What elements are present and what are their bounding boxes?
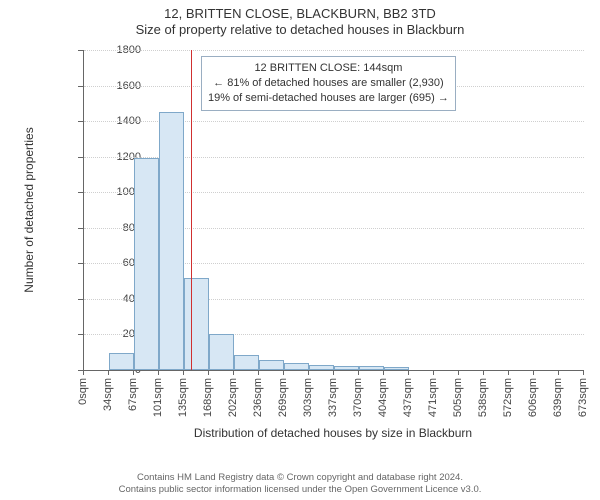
histogram-bar [234, 355, 259, 370]
xtick-mark [508, 370, 509, 375]
xtick-label: 303sqm [302, 378, 314, 417]
xtick-label: 505sqm [452, 378, 464, 417]
xtick-label: 370sqm [352, 378, 364, 417]
histogram-bar [334, 366, 359, 370]
xtick-label: 538sqm [477, 378, 489, 417]
xtick-mark [108, 370, 109, 375]
info-line1: 12 BRITTEN CLOSE: 144sqm [208, 61, 449, 76]
histogram-bar [384, 367, 409, 370]
xtick-mark [83, 370, 84, 375]
footer-line2: Contains public sector information licen… [0, 484, 600, 496]
xtick-mark [258, 370, 259, 375]
xtick-mark [208, 370, 209, 375]
xtick-mark [158, 370, 159, 375]
chart: Number of detached properties 0200400600… [28, 42, 593, 442]
histogram-bar [159, 112, 184, 370]
y-axis-label: Number of detached properties [22, 50, 36, 370]
xtick-mark [433, 370, 434, 375]
xtick-label: 67sqm [127, 378, 139, 411]
xtick-label: 269sqm [277, 378, 289, 417]
xtick-label: 168sqm [202, 378, 214, 417]
histogram-bar [184, 278, 209, 370]
xtick-mark [283, 370, 284, 375]
xtick-label: 437sqm [402, 378, 414, 417]
xtick-label: 606sqm [527, 378, 539, 417]
xtick-label: 101sqm [152, 378, 164, 417]
xtick-mark [483, 370, 484, 375]
gridline [84, 50, 584, 51]
xtick-mark [558, 370, 559, 375]
histogram-bar [134, 158, 159, 370]
info-line3: 19% of semi-detached houses are larger (… [208, 91, 449, 106]
xtick-mark [133, 370, 134, 375]
info-line2: ← 81% of detached houses are smaller (2,… [208, 76, 449, 91]
title-address: 12, BRITTEN CLOSE, BLACKBURN, BB2 3TD [0, 6, 600, 22]
title-block: 12, BRITTEN CLOSE, BLACKBURN, BB2 3TD Si… [0, 0, 600, 39]
footer: Contains HM Land Registry data © Crown c… [0, 472, 600, 496]
xtick-mark [333, 370, 334, 375]
xtick-label: 236sqm [252, 378, 264, 417]
histogram-bar [259, 360, 284, 370]
xtick-mark [583, 370, 584, 375]
histogram-bar [284, 363, 309, 370]
histogram-bar [109, 353, 134, 370]
xtick-label: 0sqm [77, 378, 89, 405]
xtick-label: 673sqm [577, 378, 589, 417]
xtick-label: 471sqm [427, 378, 439, 417]
xtick-label: 572sqm [502, 378, 514, 417]
reference-line [191, 50, 192, 370]
plot-area: 12 BRITTEN CLOSE: 144sqm← 81% of detache… [83, 50, 584, 371]
xtick-mark [233, 370, 234, 375]
histogram-bar [309, 365, 334, 370]
xtick-label: 202sqm [227, 378, 239, 417]
xtick-mark [308, 370, 309, 375]
xtick-label: 337sqm [327, 378, 339, 417]
histogram-bar [359, 366, 384, 370]
xtick-mark [408, 370, 409, 375]
xtick-label: 34sqm [102, 378, 114, 411]
histogram-bar [209, 334, 234, 370]
xtick-mark [183, 370, 184, 375]
footer-line1: Contains HM Land Registry data © Crown c… [0, 472, 600, 484]
xtick-label: 639sqm [552, 378, 564, 417]
title-subtitle: Size of property relative to detached ho… [0, 22, 600, 38]
xtick-label: 135sqm [177, 378, 189, 417]
x-axis-label: Distribution of detached houses by size … [83, 426, 583, 440]
xtick-mark [458, 370, 459, 375]
xtick-mark [383, 370, 384, 375]
xtick-mark [533, 370, 534, 375]
xtick-mark [358, 370, 359, 375]
xtick-label: 404sqm [377, 378, 389, 417]
info-box: 12 BRITTEN CLOSE: 144sqm← 81% of detache… [201, 56, 456, 111]
